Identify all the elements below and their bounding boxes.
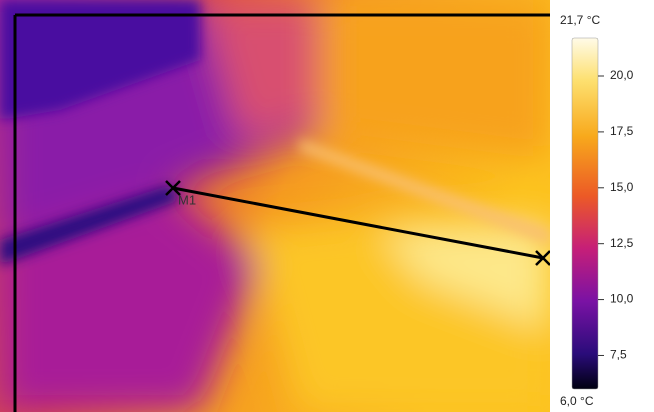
scale-max-label: 21,7 °C xyxy=(560,13,600,27)
thermal-view: M1 21,7 °C 6,0 °C 20,0 17,5 15,0 12,5 10,0 7,… xyxy=(0,0,654,412)
marker-label: M1 xyxy=(178,192,196,207)
color-scale xyxy=(572,38,598,389)
tick-label: 15,0 xyxy=(610,180,634,194)
tick-label: 12,5 xyxy=(610,236,634,250)
tick-label: 7,5 xyxy=(610,348,627,362)
tick-label: 20,0 xyxy=(610,68,634,82)
scale-min-label: 6,0 °C xyxy=(560,394,594,408)
tick-label: 17,5 xyxy=(610,124,634,138)
tick-label: 10,0 xyxy=(610,292,634,306)
thermal-image: M1 xyxy=(0,0,550,412)
